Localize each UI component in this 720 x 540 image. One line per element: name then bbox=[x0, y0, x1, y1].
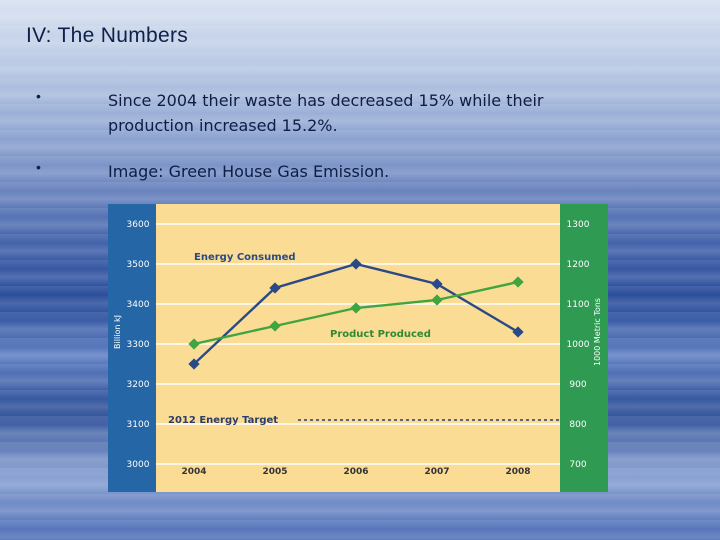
right-tick-label: 1100 bbox=[567, 300, 590, 310]
x-tick-label: 2008 bbox=[505, 467, 530, 477]
right-axis-band bbox=[560, 204, 608, 492]
left-axis-band bbox=[108, 204, 156, 492]
right-tick-label: 1300 bbox=[567, 220, 590, 230]
left-tick-label: 3300 bbox=[127, 340, 150, 350]
right-axis-title: 1000 Metric Tons bbox=[593, 298, 602, 366]
right-tick-label: 900 bbox=[569, 380, 586, 390]
left-tick-label: 3400 bbox=[127, 300, 150, 310]
slide-title: IV: The Numbers bbox=[26, 24, 189, 47]
bullet-marker: • bbox=[36, 88, 41, 104]
left-tick-label: 3500 bbox=[127, 260, 150, 270]
bullet-text: Since 2004 their waste has decreased 15%… bbox=[108, 91, 544, 135]
series-label-product: Product Produced bbox=[330, 329, 431, 340]
x-tick-label: 2004 bbox=[181, 467, 206, 477]
x-tick-label: 2006 bbox=[343, 467, 368, 477]
plot-background bbox=[108, 204, 608, 492]
right-tick-label: 1200 bbox=[567, 260, 590, 270]
series-label-energy: Energy Consumed bbox=[194, 252, 296, 263]
greenhouse-chart: 3600 3500 3400 3300 3200 3100 3000 1300 1200 1100… bbox=[108, 204, 608, 492]
bullet-text: Image: Green House Gas Emission. bbox=[108, 162, 390, 181]
x-tick-label: 2005 bbox=[262, 467, 287, 477]
left-axis-title: Billion kJ bbox=[113, 315, 122, 349]
left-tick-label: 3600 bbox=[127, 220, 150, 230]
left-tick-label: 3000 bbox=[127, 460, 150, 470]
bullet-marker: • bbox=[36, 159, 41, 175]
right-tick-label: 1000 bbox=[567, 340, 590, 350]
right-tick-label: 800 bbox=[569, 420, 586, 430]
left-tick-label: 3200 bbox=[127, 380, 150, 390]
x-tick-label: 2007 bbox=[424, 467, 449, 477]
right-tick-label: 700 bbox=[569, 460, 586, 470]
energy-target-label: 2012 Energy Target bbox=[168, 415, 278, 426]
left-tick-label: 3100 bbox=[127, 420, 150, 430]
